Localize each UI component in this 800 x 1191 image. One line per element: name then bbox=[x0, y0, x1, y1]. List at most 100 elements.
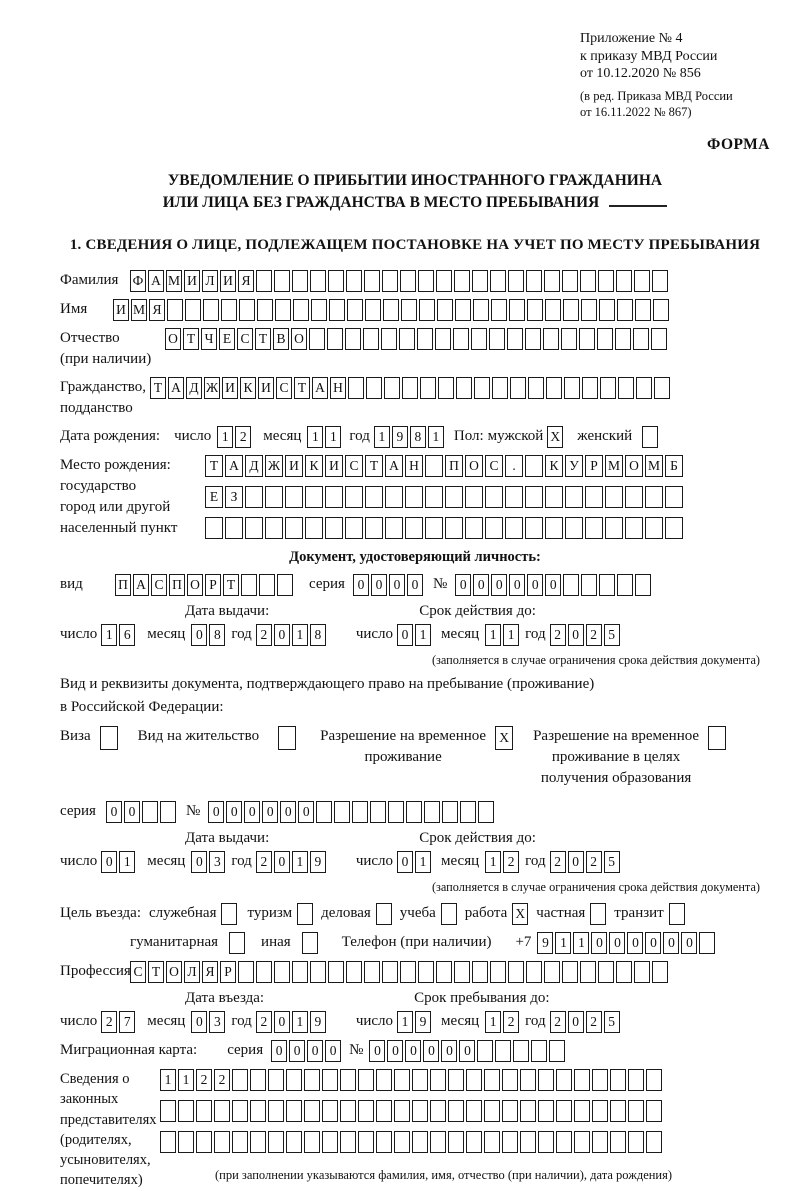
char-cell[interactable]: Д bbox=[186, 376, 202, 399]
char-cell[interactable] bbox=[340, 1068, 356, 1091]
char-cell[interactable] bbox=[250, 1068, 266, 1091]
residence-permit-checkbox[interactable] bbox=[278, 725, 297, 750]
char-cell[interactable]: 1 bbox=[503, 623, 520, 646]
char-cell[interactable]: В bbox=[273, 327, 289, 350]
char-cell[interactable]: 0 bbox=[191, 1010, 208, 1033]
char-cell[interactable] bbox=[580, 269, 596, 292]
char-cell[interactable] bbox=[405, 516, 423, 539]
char-cell[interactable] bbox=[370, 800, 387, 823]
char-cell[interactable]: 9 bbox=[537, 931, 554, 954]
char-cell[interactable]: 0 bbox=[273, 623, 290, 646]
char-cell[interactable]: 0 bbox=[455, 573, 472, 596]
char-cell[interactable] bbox=[292, 269, 308, 292]
char-cell[interactable] bbox=[402, 376, 418, 399]
char-cell[interactable] bbox=[525, 485, 543, 508]
char-cell[interactable]: 0 bbox=[527, 573, 544, 596]
char-cell[interactable] bbox=[250, 1130, 266, 1153]
char-cell[interactable]: 1 bbox=[101, 623, 118, 646]
char-cell[interactable]: Т bbox=[150, 376, 166, 399]
char-cell[interactable] bbox=[340, 1099, 356, 1122]
char-cell[interactable] bbox=[358, 1130, 374, 1153]
char-cell[interactable] bbox=[565, 516, 583, 539]
char-cell[interactable] bbox=[256, 960, 272, 983]
char-cell[interactable] bbox=[412, 1130, 428, 1153]
char-cell[interactable] bbox=[365, 485, 383, 508]
char-cell[interactable]: 0 bbox=[567, 850, 584, 873]
char-cell[interactable]: Я bbox=[149, 298, 165, 321]
char-cell[interactable]: 2 bbox=[255, 850, 272, 873]
char-cell[interactable] bbox=[617, 573, 634, 596]
char-cell[interactable]: 2 bbox=[255, 1010, 272, 1033]
char-cell[interactable]: 0 bbox=[105, 800, 122, 823]
char-cell[interactable] bbox=[574, 1099, 590, 1122]
char-cell[interactable]: С bbox=[151, 573, 167, 596]
char-cell[interactable] bbox=[448, 1099, 464, 1122]
char-cell[interactable] bbox=[365, 298, 381, 321]
char-cell[interactable] bbox=[474, 376, 490, 399]
char-cell[interactable] bbox=[385, 485, 403, 508]
char-cell[interactable]: 0 bbox=[545, 573, 562, 596]
char-cell[interactable] bbox=[275, 298, 291, 321]
private-checkbox[interactable] bbox=[590, 902, 607, 925]
char-cell[interactable] bbox=[527, 298, 543, 321]
char-cell[interactable] bbox=[531, 1039, 548, 1062]
char-cell[interactable]: А bbox=[148, 269, 164, 292]
char-cell[interactable] bbox=[668, 902, 685, 925]
char-cell[interactable]: 2 bbox=[255, 623, 272, 646]
char-cell[interactable] bbox=[478, 800, 495, 823]
char-cell[interactable]: 0 bbox=[244, 800, 261, 823]
char-cell[interactable] bbox=[592, 1130, 608, 1153]
char-cell[interactable] bbox=[616, 960, 632, 983]
char-cell[interactable]: 0 bbox=[369, 1039, 386, 1062]
char-cell[interactable] bbox=[502, 1099, 518, 1122]
char-cell[interactable] bbox=[665, 516, 683, 539]
char-cell[interactable]: Т bbox=[294, 376, 310, 399]
char-cell[interactable] bbox=[546, 376, 562, 399]
char-cell[interactable] bbox=[285, 516, 303, 539]
char-cell[interactable] bbox=[364, 269, 380, 292]
char-cell[interactable] bbox=[268, 1068, 284, 1091]
char-cell[interactable] bbox=[256, 269, 272, 292]
char-cell[interactable]: Б bbox=[665, 454, 683, 477]
char-cell[interactable]: С bbox=[276, 376, 292, 399]
char-cell[interactable] bbox=[401, 298, 417, 321]
char-cell[interactable] bbox=[544, 960, 560, 983]
char-cell[interactable] bbox=[286, 1068, 302, 1091]
char-cell[interactable] bbox=[305, 516, 323, 539]
char-cell[interactable] bbox=[525, 516, 543, 539]
char-cell[interactable] bbox=[430, 1130, 446, 1153]
char-cell[interactable] bbox=[412, 1068, 428, 1091]
char-cell[interactable]: 2 bbox=[214, 1068, 230, 1091]
char-cell[interactable]: 0 bbox=[441, 1039, 458, 1062]
char-cell[interactable] bbox=[617, 298, 633, 321]
char-cell[interactable] bbox=[538, 1099, 554, 1122]
char-cell[interactable]: Л bbox=[184, 960, 200, 983]
char-cell[interactable]: И bbox=[113, 298, 129, 321]
char-cell[interactable] bbox=[509, 298, 525, 321]
char-cell[interactable]: 0 bbox=[473, 573, 490, 596]
char-cell[interactable]: 7 bbox=[119, 1010, 136, 1033]
char-cell[interactable]: 1 bbox=[373, 425, 390, 448]
char-cell[interactable] bbox=[466, 1099, 482, 1122]
char-cell[interactable] bbox=[652, 269, 668, 292]
char-cell[interactable] bbox=[352, 800, 369, 823]
char-cell[interactable] bbox=[376, 1068, 392, 1091]
char-cell[interactable] bbox=[652, 960, 668, 983]
char-cell[interactable] bbox=[502, 1068, 518, 1091]
char-cell[interactable] bbox=[203, 298, 219, 321]
char-cell[interactable] bbox=[348, 376, 364, 399]
char-cell[interactable]: 9 bbox=[309, 1010, 326, 1033]
char-cell[interactable] bbox=[598, 269, 614, 292]
char-cell[interactable] bbox=[538, 1068, 554, 1091]
char-cell[interactable] bbox=[381, 327, 397, 350]
char-cell[interactable] bbox=[635, 573, 652, 596]
char-cell[interactable] bbox=[418, 269, 434, 292]
char-cell[interactable] bbox=[508, 269, 524, 292]
